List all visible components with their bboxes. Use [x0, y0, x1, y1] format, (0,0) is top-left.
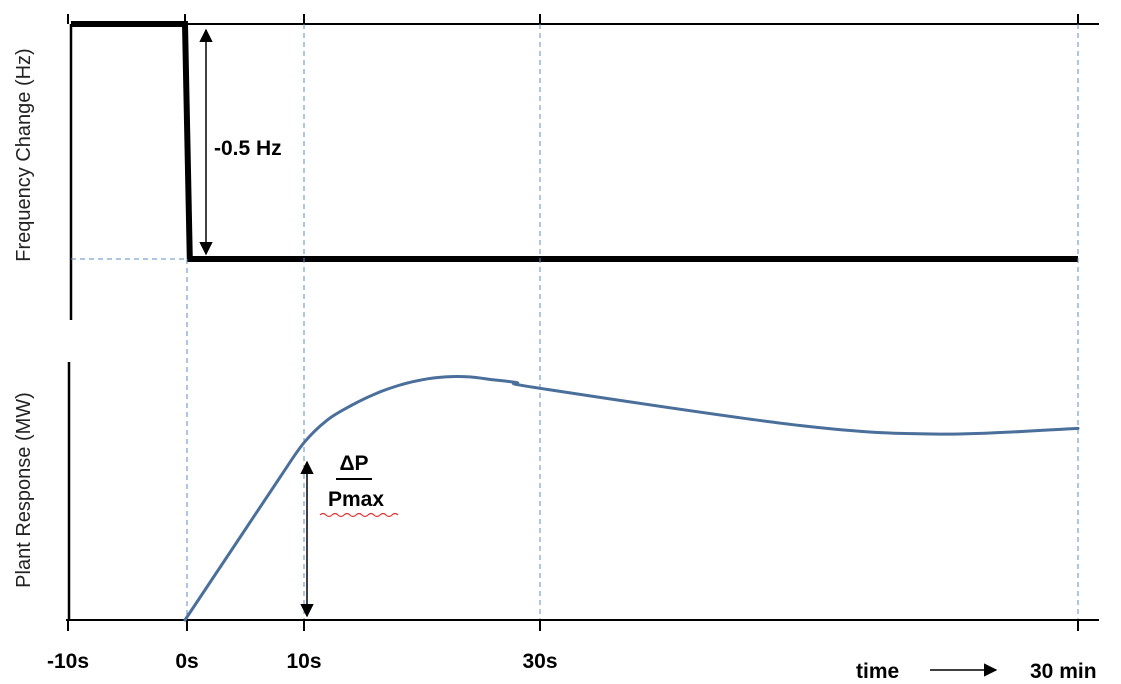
bottom-panel: ΔP Pmax Plant Response (MW) — [13, 362, 1099, 631]
spellcheck-underline — [319, 512, 399, 518]
top-y-axis-label: Frequency Change (Hz) — [13, 48, 35, 261]
vertical-guides — [186, 24, 1079, 620]
x-tick-label: 0s — [175, 650, 198, 673]
plant-response-series-line — [183, 375, 1080, 622]
top-panel: -0.5 Hz Frequency Change (Hz) — [13, 14, 1099, 320]
delta-p-label: ΔP — [339, 452, 368, 475]
x-tick-label: 30s — [522, 650, 557, 673]
x-tick-label: 10s — [286, 650, 321, 673]
frequency-series-line — [71, 21, 1078, 262]
x-tick-labels: -10s 0s 10s 30s time 30 min — [47, 650, 1097, 683]
time-label: time — [856, 660, 899, 683]
pmax-label: Pmax — [328, 488, 384, 511]
frequency-annotation: -0.5 Hz — [214, 137, 282, 160]
x-end-label: 30 min — [1030, 660, 1097, 683]
x-tick-label: -10s — [47, 650, 89, 673]
bottom-y-axis-label: Plant Response (MW) — [13, 392, 35, 588]
